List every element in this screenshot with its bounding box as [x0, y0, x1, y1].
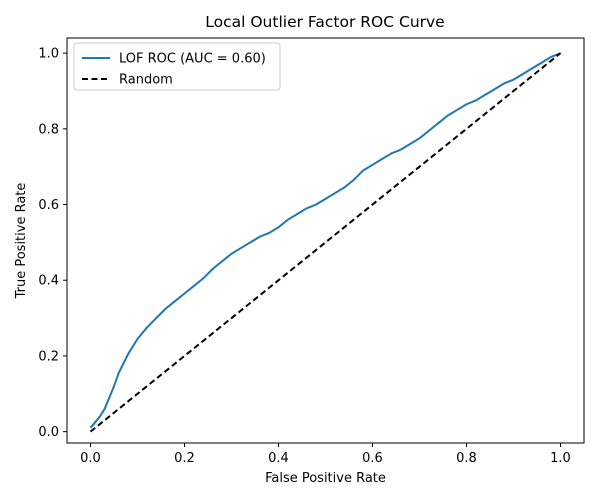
y-tick-label: 0.6 [38, 198, 59, 213]
roc-curve-line [89, 52, 561, 429]
x-tick-label: 0.6 [362, 451, 383, 466]
chart-title: Local Outlier Factor ROC Curve [205, 13, 444, 31]
legend: LOF ROC (AUC = 0.60) Random [73, 42, 281, 91]
y-tick-label: 0.4 [38, 274, 59, 289]
x-tick-label: 0.4 [268, 451, 289, 466]
legend-box [73, 42, 281, 91]
x-axis: 0.0 0.2 0.4 0.6 0.8 1.0 [80, 443, 571, 466]
plot-area [89, 52, 562, 433]
y-axis-label: True Positive Rate [14, 183, 29, 300]
random-baseline-line [89, 52, 562, 433]
y-tick-label: 0.2 [38, 349, 59, 364]
x-tick-label: 0.0 [80, 451, 101, 466]
legend-label: LOF ROC (AUC = 0.60) [119, 52, 266, 67]
y-tick-label: 0.8 [38, 122, 59, 137]
legend-label: Random [119, 73, 173, 88]
x-tick-label: 0.2 [174, 451, 195, 466]
y-axis: 0.0 0.2 0.4 0.6 0.8 1.0 [38, 47, 67, 440]
x-tick-label: 0.8 [456, 451, 477, 466]
y-tick-label: 0.0 [38, 425, 59, 440]
x-axis-label: False Positive Rate [265, 471, 386, 486]
x-tick-label: 1.0 [550, 451, 571, 466]
plot-frame [66, 37, 585, 444]
y-tick-label: 1.0 [38, 47, 59, 62]
